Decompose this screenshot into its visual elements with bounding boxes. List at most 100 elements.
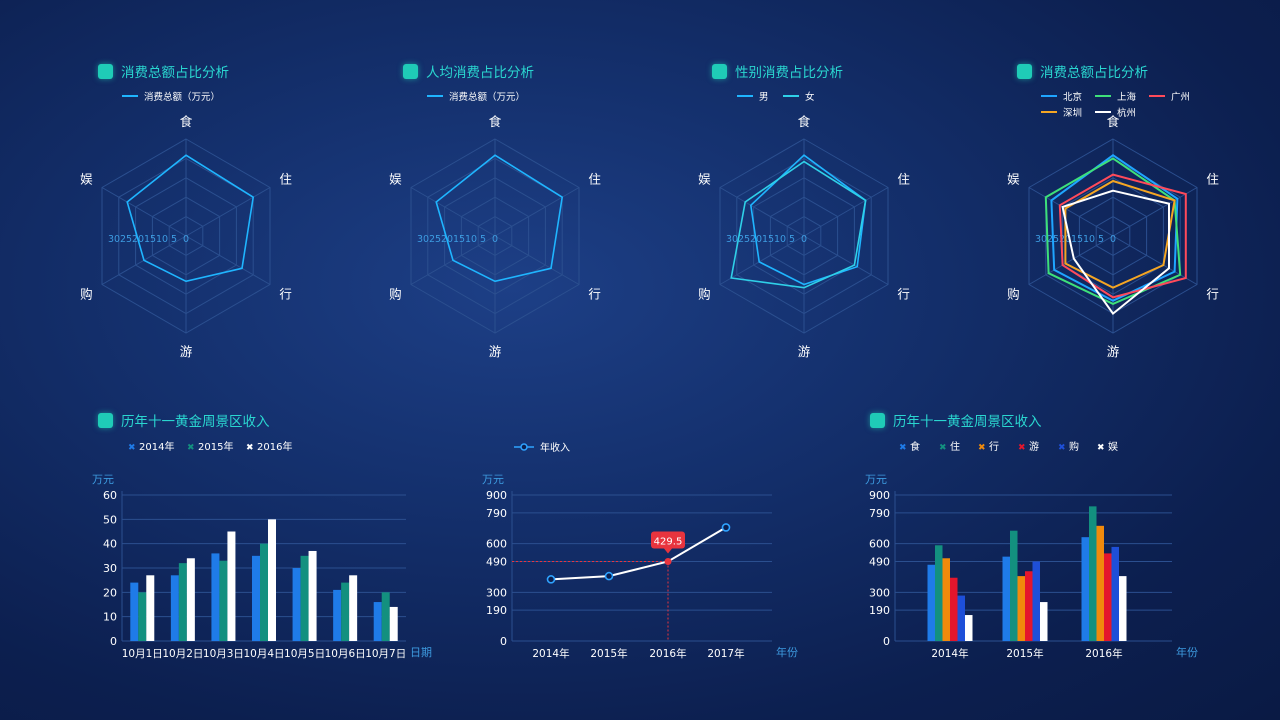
y-tick-label: 490 [486, 556, 507, 569]
bar [927, 564, 935, 641]
panel-title: 性别消费占比分析 [712, 61, 843, 81]
radar-spoke [719, 187, 805, 237]
y-tick-label: 600 [486, 538, 507, 551]
data-point [604, 571, 614, 581]
radar-indicator-label: 行 [279, 287, 292, 302]
radar-indicator-label: 行 [1206, 287, 1219, 302]
annotation-label: 429.5 [654, 537, 683, 548]
y-tick-label: 490 [869, 556, 890, 569]
radar-spoke [719, 235, 805, 285]
radar-indicator-label: 行 [897, 287, 910, 302]
bar [1104, 553, 1112, 641]
radar-indicator-label: 住 [897, 172, 910, 187]
radar-indicator-label: 游 [489, 344, 502, 359]
radar-indicator-label: 购 [80, 287, 93, 302]
radar-scale-label: 0 [492, 234, 498, 245]
bar [130, 582, 139, 641]
bar [942, 558, 950, 641]
y-tick-label: 900 [486, 489, 507, 502]
radar-series-line [1058, 173, 1187, 299]
x-axis-title: 日期 [410, 646, 432, 659]
title-marker-icon [98, 412, 113, 428]
radar-scale-label: 15 [1071, 234, 1083, 245]
legend-label: 消费总额（万元） [449, 91, 525, 103]
y-tick-label: 190 [486, 604, 507, 617]
radar-scale-label: 5 [789, 234, 795, 245]
annotation-bubble [651, 531, 685, 549]
y-tick-label: 300 [869, 586, 890, 599]
radar-indicator-label: 食 [489, 114, 502, 129]
legend-marker-icon: ✖ [1097, 443, 1105, 453]
bar [389, 606, 398, 641]
radar-spoke [803, 235, 889, 285]
radar-scale-label: 15 [453, 234, 465, 245]
x-tick-label: 10月1日 [122, 648, 163, 660]
radar-spoke [185, 187, 271, 237]
title-marker-icon [98, 63, 113, 79]
bar [349, 575, 358, 641]
radar-indicator-label: 行 [588, 287, 601, 302]
title-marker-icon [1017, 63, 1032, 79]
radar-scale-label: 5 [1098, 234, 1104, 245]
radar-indicator-label: 游 [180, 344, 193, 359]
data-point [721, 523, 731, 532]
legend-label: 北京 [1063, 91, 1082, 103]
radar-series-line [1064, 179, 1176, 289]
radar-indicator-label: 娱 [1007, 172, 1020, 187]
x-tick-label: 10月6日 [325, 648, 366, 660]
radar-indicator-label: 购 [1007, 287, 1020, 302]
radar-spoke [1028, 187, 1114, 237]
radar-spoke [494, 187, 580, 237]
legend-label: 游 [1029, 440, 1039, 453]
title-marker-icon [403, 63, 418, 79]
x-tick-label: 10月5日 [284, 648, 325, 660]
x-tick-label: 2014年 [931, 647, 968, 660]
radar-indicator-label: 住 [588, 172, 601, 187]
x-axis-title: 年份 [776, 645, 798, 659]
x-axis-title: 年份 [1176, 645, 1198, 659]
radar-scale-label: 25 [738, 234, 750, 245]
radar-scale-label: 10 [465, 234, 477, 245]
radar-scale-label: 30 [417, 234, 429, 245]
legend-label: 女 [805, 91, 815, 103]
radar-scale-label: 5 [480, 234, 486, 245]
legend-label: 行 [989, 440, 999, 453]
radar-scale-label: 0 [183, 234, 189, 245]
y-tick-label: 0 [110, 635, 117, 648]
radar-series-line [1050, 153, 1179, 302]
radar-indicator-label: 游 [798, 344, 811, 359]
x-tick-label: 2016年 [649, 647, 686, 660]
bar [1025, 571, 1033, 641]
radar-indicator-label: 食 [798, 114, 811, 129]
legend-marker-icon: ✖ [128, 443, 136, 453]
y-tick-label: 0 [883, 635, 890, 648]
legend-marker-icon: ✖ [1018, 443, 1026, 453]
y-axis-title: 万元 [865, 473, 887, 486]
radar-indicator-label: 食 [180, 114, 193, 129]
legend-label: 食 [910, 440, 920, 453]
radar-series-line [730, 160, 867, 289]
radar-spoke [101, 187, 187, 237]
series-line [550, 526, 727, 581]
legend-marker-icon: ✖ [978, 443, 986, 453]
bar [211, 553, 220, 641]
y-tick-label: 190 [869, 604, 890, 617]
radar-indicator-label: 食 [1107, 114, 1120, 129]
x-tick-label: 2015年 [590, 647, 627, 660]
bar [219, 560, 228, 641]
bar [1040, 602, 1048, 641]
panel-title: 人均消费占比分析 [403, 61, 534, 81]
radar-indicator-label: 游 [1107, 344, 1120, 359]
bar [373, 602, 382, 641]
bar [957, 595, 965, 641]
y-tick-label: 30 [103, 562, 117, 575]
bar [1081, 537, 1089, 641]
radar-scale-label: 15 [144, 234, 156, 245]
bar [1111, 546, 1119, 641]
